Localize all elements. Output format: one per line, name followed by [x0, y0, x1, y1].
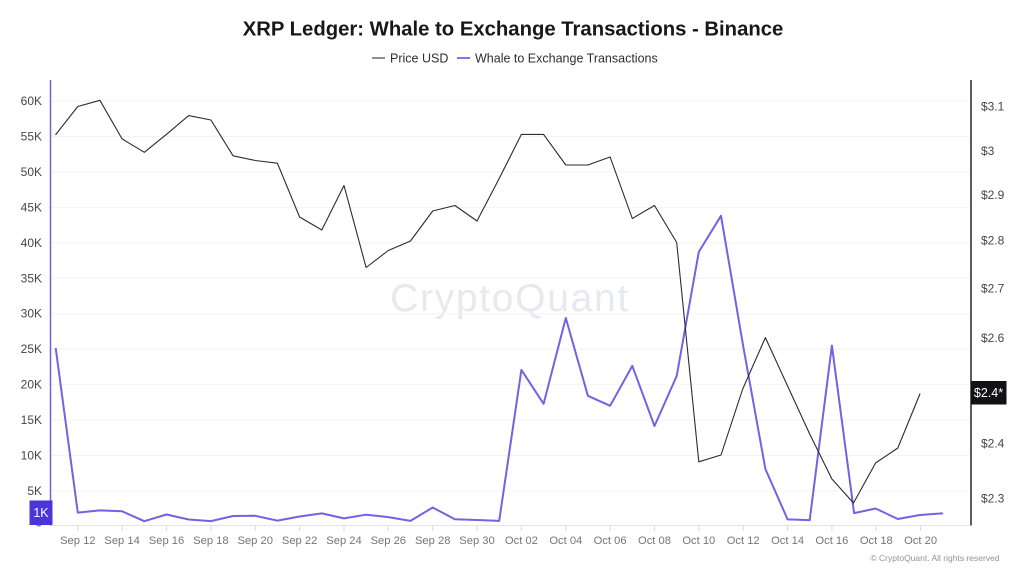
- svg-text:Oct 12: Oct 12: [727, 535, 760, 547]
- svg-text:Price USD: Price USD: [390, 52, 448, 66]
- svg-text:Oct 14: Oct 14: [771, 535, 804, 547]
- svg-text:Oct 16: Oct 16: [815, 535, 848, 547]
- svg-text:CryptoQuant: CryptoQuant: [390, 277, 630, 320]
- svg-text:Sep 22: Sep 22: [282, 535, 317, 547]
- svg-text:Oct 18: Oct 18: [860, 535, 893, 547]
- svg-text:Sep 12: Sep 12: [60, 535, 95, 547]
- svg-text:1K: 1K: [33, 506, 49, 520]
- svg-text:20K: 20K: [21, 378, 42, 392]
- svg-text:60K: 60K: [21, 94, 42, 108]
- svg-text:$3.1: $3.1: [981, 100, 1005, 114]
- svg-text:Sep 18: Sep 18: [193, 535, 228, 547]
- svg-text:45K: 45K: [21, 200, 42, 214]
- svg-text:Sep 20: Sep 20: [237, 535, 272, 547]
- svg-text:© CryptoQuant. All rights rese: © CryptoQuant. All rights reserved: [870, 553, 999, 563]
- svg-text:$3: $3: [981, 144, 995, 158]
- svg-text:$2.8: $2.8: [981, 233, 1005, 247]
- svg-text:50K: 50K: [21, 165, 42, 179]
- svg-text:35K: 35K: [21, 271, 42, 285]
- svg-text:Sep 24: Sep 24: [326, 535, 361, 547]
- svg-text:Sep 14: Sep 14: [104, 535, 139, 547]
- svg-text:Oct 06: Oct 06: [594, 535, 627, 547]
- svg-text:Oct 02: Oct 02: [505, 535, 538, 547]
- svg-text:55K: 55K: [21, 130, 42, 144]
- svg-text:40K: 40K: [21, 236, 42, 250]
- svg-text:$2.3: $2.3: [981, 491, 1005, 505]
- svg-text:30K: 30K: [21, 307, 42, 321]
- svg-text:Whale to Exchange Transactions: Whale to Exchange Transactions: [475, 52, 658, 66]
- svg-text:5K: 5K: [27, 484, 42, 498]
- svg-text:$2.6: $2.6: [981, 331, 1005, 345]
- svg-text:Oct 20: Oct 20: [904, 535, 937, 547]
- svg-text:Sep 30: Sep 30: [459, 535, 494, 547]
- svg-text:Sep 26: Sep 26: [371, 535, 406, 547]
- svg-text:Sep 16: Sep 16: [149, 535, 184, 547]
- svg-text:$2.7: $2.7: [981, 282, 1005, 296]
- svg-text:$2.4*: $2.4*: [974, 386, 1003, 400]
- svg-text:10K: 10K: [21, 449, 42, 463]
- svg-text:15K: 15K: [21, 413, 42, 427]
- svg-text:$2.9: $2.9: [981, 188, 1005, 202]
- svg-text:$2.4: $2.4: [981, 437, 1005, 451]
- svg-text:Sep 28: Sep 28: [415, 535, 450, 547]
- svg-text:Oct 10: Oct 10: [682, 535, 715, 547]
- svg-text:Oct 08: Oct 08: [638, 535, 671, 547]
- svg-text:XRP Ledger: Whale to Exchange: XRP Ledger: Whale to Exchange Transactio…: [243, 18, 784, 40]
- svg-text:25K: 25K: [21, 342, 42, 356]
- svg-text:Oct 04: Oct 04: [549, 535, 582, 547]
